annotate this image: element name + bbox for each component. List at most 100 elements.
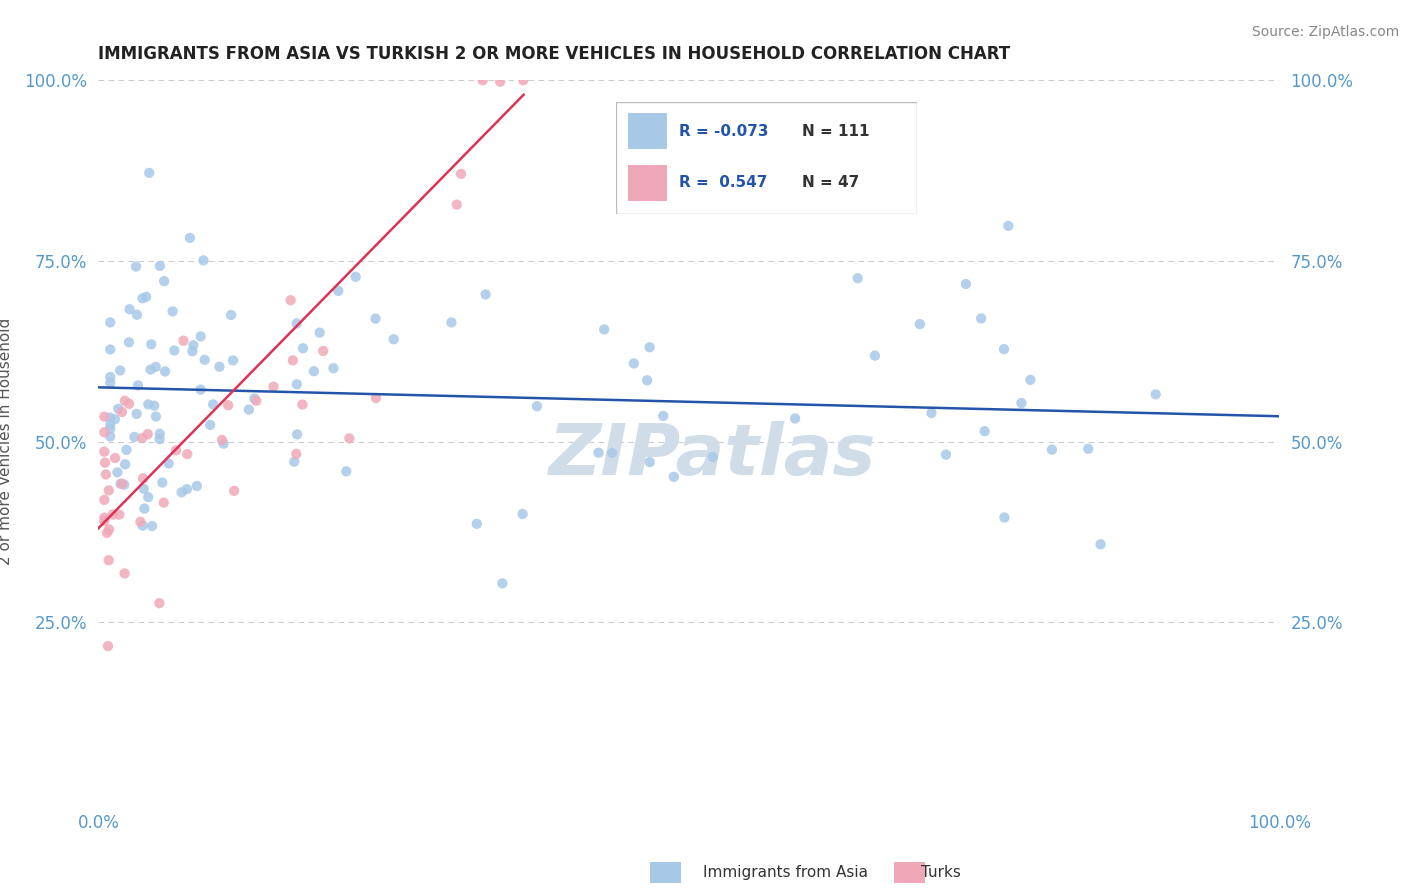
Point — [145, 359, 167, 374]
Point — [153, 274, 176, 288]
Point — [108, 508, 131, 522]
Point — [98, 429, 121, 443]
Point — [125, 260, 148, 274]
Point — [98, 376, 121, 390]
Point — [190, 383, 212, 397]
Point — [96, 525, 118, 540]
Point — [212, 436, 235, 450]
Point — [440, 315, 463, 329]
Point — [157, 457, 180, 471]
Point — [471, 73, 494, 87]
Point — [863, 349, 886, 363]
Point — [132, 471, 155, 485]
Point — [153, 364, 176, 378]
Point — [382, 332, 405, 346]
Point — [186, 479, 208, 493]
Point — [105, 466, 128, 480]
Point — [138, 166, 160, 180]
Point — [638, 455, 661, 469]
Point — [593, 322, 616, 336]
Point — [335, 464, 357, 478]
Point — [136, 397, 159, 411]
Point — [98, 343, 121, 357]
Point — [465, 516, 488, 531]
Point — [139, 362, 162, 376]
Point — [94, 456, 117, 470]
Point — [118, 302, 141, 317]
Point — [132, 482, 155, 496]
Point — [588, 446, 610, 460]
Point — [93, 510, 115, 524]
Text: Immigrants from Asia: Immigrants from Asia — [703, 865, 868, 880]
Point — [285, 377, 308, 392]
Point — [636, 373, 658, 387]
Point — [1040, 442, 1063, 457]
Point — [134, 501, 156, 516]
Point — [101, 508, 124, 522]
Point — [846, 271, 869, 285]
Point — [291, 341, 314, 355]
Point — [125, 308, 148, 322]
Point — [344, 269, 367, 284]
Point — [165, 443, 187, 458]
Point — [1077, 442, 1099, 456]
Point — [93, 409, 115, 424]
Point — [322, 361, 344, 376]
Point — [108, 363, 131, 377]
Point — [98, 523, 121, 537]
Point — [285, 447, 308, 461]
Point — [337, 431, 360, 445]
Text: Turks: Turks — [921, 865, 960, 880]
Point — [512, 507, 534, 521]
Point — [141, 519, 163, 533]
Point — [176, 482, 198, 496]
Point — [285, 427, 308, 442]
Point — [104, 451, 127, 466]
Point — [114, 457, 136, 471]
Point — [98, 315, 121, 329]
Point — [202, 397, 225, 411]
Point — [143, 399, 166, 413]
Point — [94, 467, 117, 482]
Point — [638, 340, 661, 354]
Point — [281, 353, 304, 368]
Point — [194, 352, 217, 367]
Point — [111, 405, 134, 419]
Point — [623, 356, 645, 370]
Text: ZIPatlas: ZIPatlas — [548, 422, 876, 491]
Point — [136, 490, 159, 504]
Point — [98, 410, 121, 425]
Point — [993, 510, 1015, 524]
Point — [181, 344, 204, 359]
Point — [285, 317, 308, 331]
Point — [491, 576, 513, 591]
Point — [145, 409, 167, 424]
Point — [162, 304, 184, 318]
Point — [97, 639, 120, 653]
Point — [176, 447, 198, 461]
Point — [474, 287, 496, 301]
Point — [93, 492, 115, 507]
Point — [526, 399, 548, 413]
Point — [997, 219, 1019, 233]
Point — [312, 343, 335, 358]
Point — [93, 425, 115, 440]
Point — [970, 311, 993, 326]
Point — [328, 284, 350, 298]
Point — [993, 342, 1015, 356]
Point — [170, 485, 193, 500]
Point — [141, 337, 163, 351]
Point — [222, 353, 245, 368]
Point — [124, 430, 146, 444]
Point — [131, 291, 153, 305]
Point — [662, 470, 685, 484]
Point — [163, 343, 186, 358]
Point — [702, 450, 724, 464]
Point — [172, 334, 194, 348]
Text: Source: ZipAtlas.com: Source: ZipAtlas.com — [1251, 25, 1399, 38]
Point — [935, 448, 957, 462]
Point — [193, 253, 215, 268]
Point — [224, 483, 246, 498]
Point — [104, 412, 127, 426]
Point — [1144, 387, 1167, 401]
